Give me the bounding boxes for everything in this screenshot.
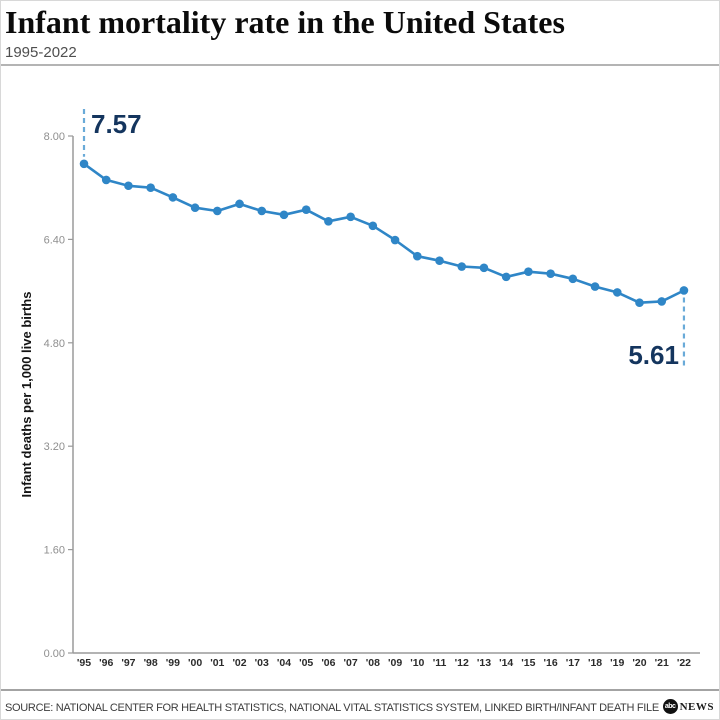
data-point (390, 235, 400, 245)
x-tick-label: '01 (210, 657, 224, 669)
abc-news-logo: abc NEWS (662, 699, 714, 714)
data-point (124, 181, 133, 191)
x-tick-label: '97 (121, 657, 135, 669)
data-point (524, 267, 533, 277)
header-divider (1, 64, 719, 66)
x-tick-label: '11 (433, 657, 447, 669)
y-axis-title: Infant deaths per 1,000 live births (19, 292, 34, 498)
data-point (546, 269, 555, 278)
x-tick-label: '95 (77, 657, 91, 669)
data-point (457, 262, 467, 271)
x-tick-label: '04 (277, 657, 291, 669)
data-point (479, 263, 489, 273)
data-point (257, 206, 267, 216)
x-tick-label: '19 (610, 657, 624, 669)
data-line (82, 162, 686, 304)
x-tick-label: '99 (166, 657, 180, 669)
header: Infant mortality rate in the United Stat… (5, 4, 565, 61)
x-tick-label: '10 (410, 657, 424, 669)
x-tick-label: '22 (677, 657, 691, 669)
y-tick-label: 3.20 (44, 441, 65, 453)
abc-logo-icon: abc (662, 699, 678, 714)
x-tick-label: '12 (455, 657, 469, 669)
y-tick-label: 4.80 (44, 338, 65, 350)
x-tick-label: '96 (99, 657, 113, 669)
data-point (213, 206, 222, 216)
x-tick-label: '09 (388, 657, 402, 669)
data-point (590, 282, 600, 291)
x-tick-label: '14 (499, 657, 513, 669)
y-tick-label: 6.40 (44, 234, 65, 246)
data-point (235, 199, 244, 209)
y-tick-label: 1.60 (44, 545, 65, 557)
data-point (146, 183, 155, 192)
data-point (679, 286, 689, 295)
x-tick-label: '06 (321, 657, 335, 669)
data-point (346, 212, 355, 222)
infant-mortality-line-chart: 8.00 6.40 4.80 3.20 1.60 0.00 '95 '96 '97 '98 '99 '… (19, 109, 700, 669)
data-point (301, 205, 311, 214)
x-tick-label: '05 (299, 657, 313, 669)
annotation-label: 5.61 (628, 340, 679, 370)
x-tick-label: '03 (255, 657, 269, 669)
data-point (79, 159, 89, 169)
x-tick-label: '20 (632, 657, 646, 669)
page-title: Infant mortality rate in the United Stat… (5, 4, 565, 40)
x-tick-label: '13 (477, 657, 491, 669)
data-point (501, 272, 511, 282)
data-point (612, 288, 622, 297)
data-point (568, 274, 578, 284)
x-tick-label: '16 (544, 657, 558, 669)
data-point (190, 203, 200, 213)
data-point (101, 175, 111, 185)
footer-divider (1, 689, 719, 691)
data-point (435, 256, 444, 266)
data-point (279, 210, 289, 220)
x-tick-label: '08 (366, 657, 380, 669)
abc-news-wordmark: NEWS (679, 700, 714, 713)
data-point (168, 193, 178, 202)
x-tick-label: '00 (188, 657, 202, 669)
x-tick-label: '02 (232, 657, 246, 669)
data-point (368, 221, 378, 231)
page-subtitle: 1995-2022 (5, 43, 77, 61)
y-tick-label: 8.00 (44, 131, 65, 143)
data-point (635, 298, 644, 308)
x-tick-label: '07 (344, 657, 358, 669)
source-credit: SOURCE: NATIONAL CENTER FOR HEALTH STATI… (5, 702, 659, 714)
y-tick-label: 0.00 (44, 648, 65, 660)
x-tick-label: '98 (144, 657, 158, 669)
annotation-label: 7.57 (91, 109, 142, 139)
x-tick-label: '15 (521, 657, 535, 669)
x-tick-label: '17 (566, 657, 580, 669)
x-tick-label: '21 (655, 657, 669, 669)
data-point (324, 217, 333, 226)
data-point (413, 251, 422, 261)
data-point (657, 297, 667, 306)
x-tick-label: '18 (588, 657, 602, 669)
